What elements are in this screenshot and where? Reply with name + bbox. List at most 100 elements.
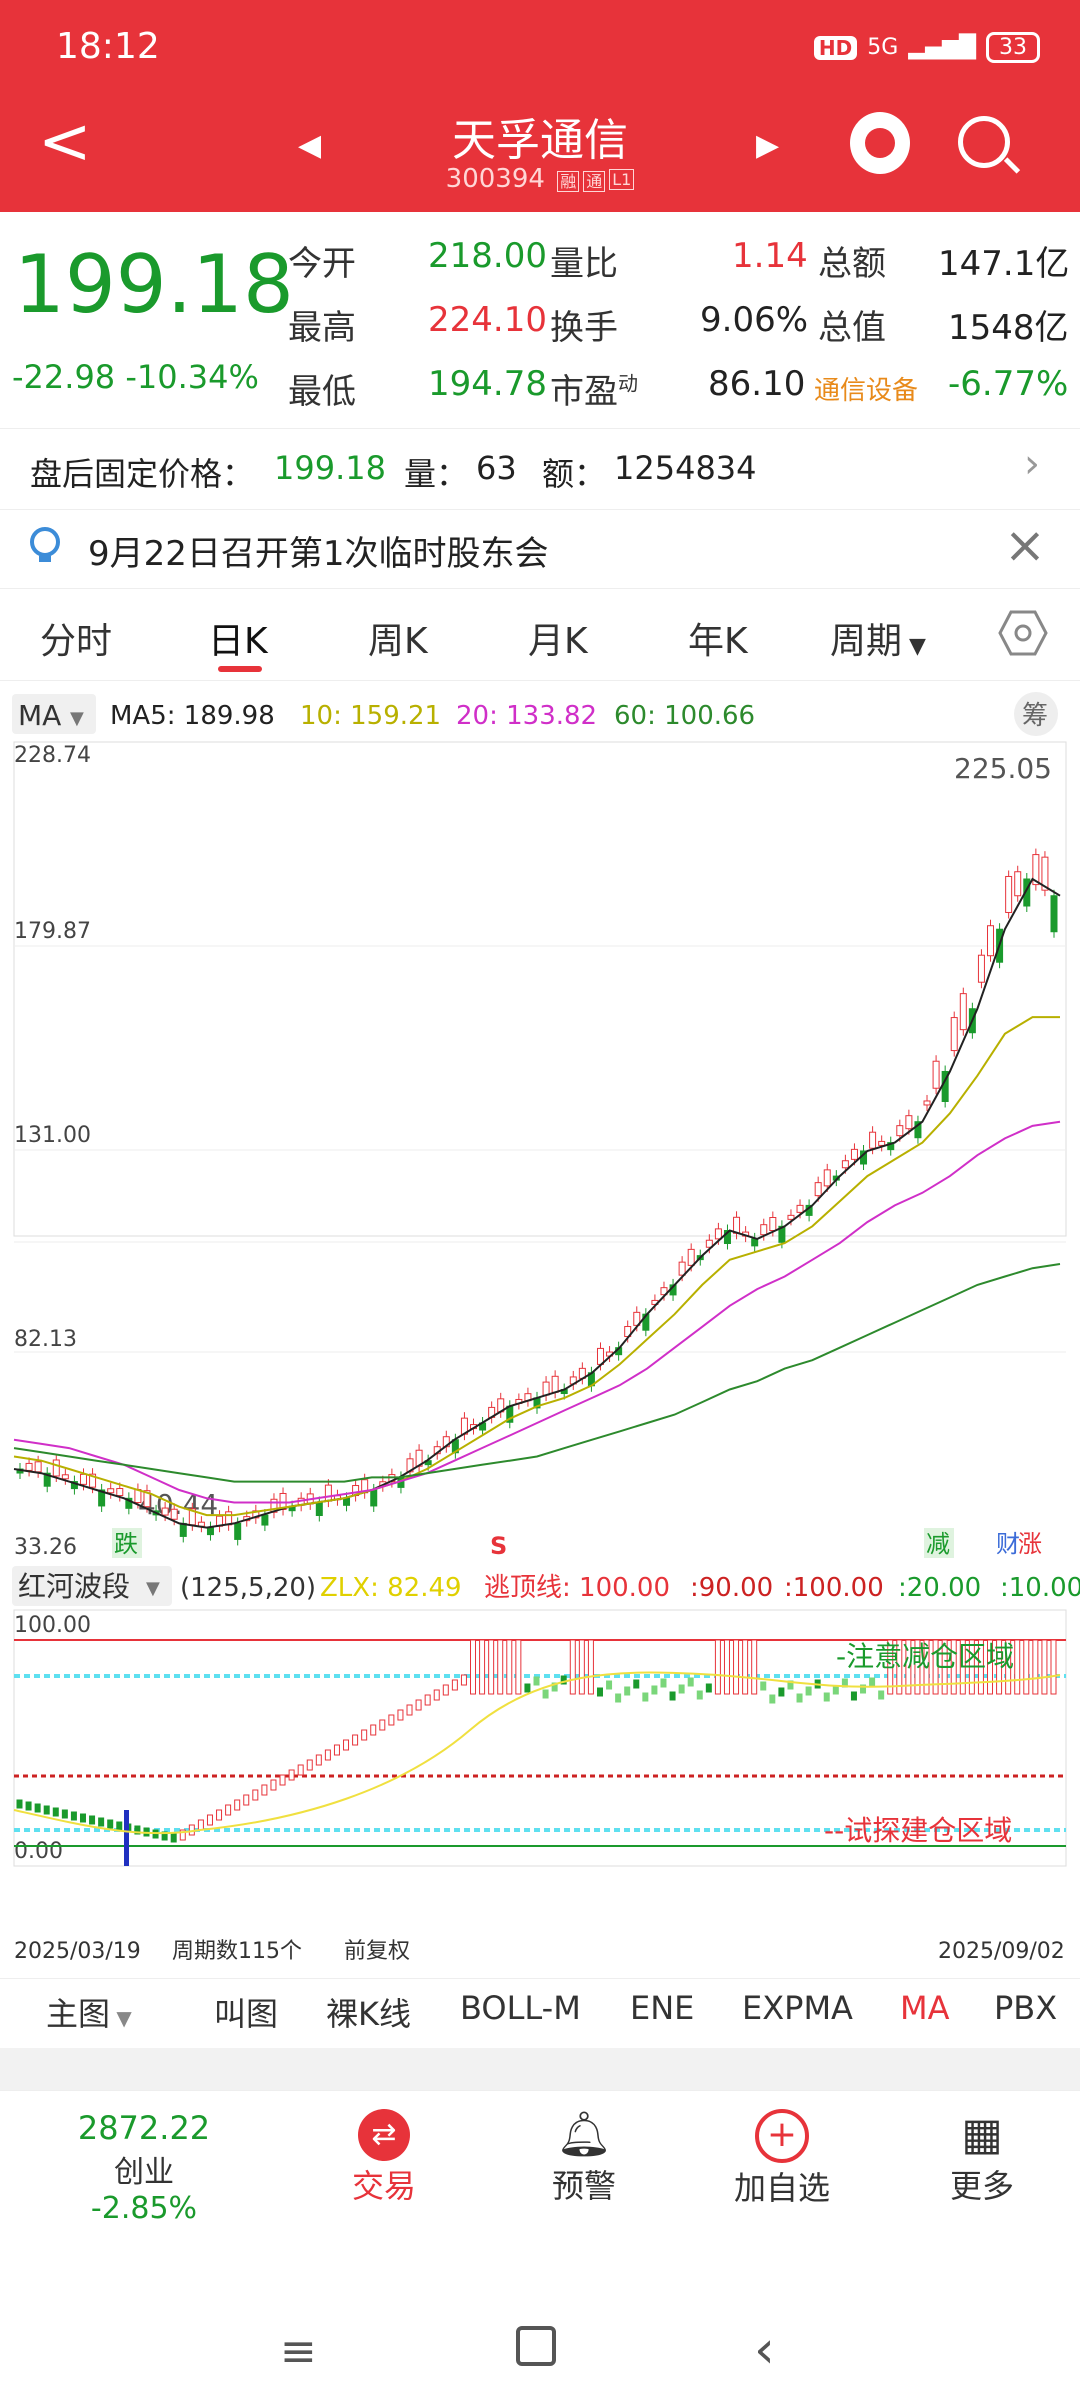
signal-mark: S bbox=[490, 1532, 507, 1560]
notice-row[interactable]: 9月22日召开第1次临时股东会 × bbox=[0, 508, 1080, 589]
back-button[interactable]: < bbox=[38, 105, 92, 179]
candle bbox=[959, 993, 967, 1031]
x-start: 2025/03/19 bbox=[14, 1939, 141, 1964]
indicator-bar bbox=[243, 1794, 250, 1806]
chip-button[interactable]: 筹 bbox=[1022, 701, 1048, 731]
tab-main-chart[interactable]: 主图 ▼ bbox=[46, 1989, 132, 2035]
signal-mark: 跌 bbox=[114, 1530, 138, 1558]
tab-yearly[interactable]: 年K bbox=[688, 621, 748, 662]
open-value: 218.00 bbox=[428, 236, 547, 276]
ma10-label: 10: 159.21 bbox=[300, 701, 441, 731]
indicator-name[interactable]: 红河波段 bbox=[18, 1570, 130, 1603]
indicator-bar bbox=[197, 1819, 204, 1831]
candle bbox=[1050, 895, 1058, 933]
tab-weekly[interactable]: 周K bbox=[368, 621, 428, 662]
indicator-bar bbox=[551, 1682, 558, 1692]
next-stock-button[interactable]: ▶ bbox=[756, 128, 780, 163]
home-icon[interactable] bbox=[516, 2326, 556, 2366]
ma-line-60 bbox=[13, 1263, 1061, 1483]
indicator-bar bbox=[1032, 1639, 1039, 1695]
tab-indicator[interactable]: ENE bbox=[630, 1989, 695, 2027]
search-icon[interactable] bbox=[958, 116, 1010, 168]
industry-link[interactable]: 通信设备 bbox=[814, 376, 919, 406]
candle bbox=[370, 1489, 378, 1507]
candle bbox=[52, 1459, 60, 1477]
indicator-bar bbox=[1041, 1639, 1048, 1695]
indicator-bar bbox=[996, 1639, 1003, 1695]
nav-trade-label: 交易 bbox=[351, 2167, 416, 2205]
indicator-bar bbox=[406, 1704, 413, 1716]
nav-alert-label: 预警 bbox=[551, 2167, 616, 2205]
settings-hexagon-icon[interactable] bbox=[998, 608, 1048, 658]
indicator-bar bbox=[52, 1807, 59, 1817]
nav-add[interactable]: + 加自选 bbox=[702, 2109, 862, 2209]
tab-indicator-active[interactable]: MA bbox=[900, 1989, 950, 2027]
nav-add-label: 加自选 bbox=[733, 2169, 830, 2207]
tab-indicator[interactable]: BOLL-M bbox=[460, 1989, 581, 2027]
after-hours-row[interactable]: 盘后固定价格： 199.18 量： 63 额： 1254834 › bbox=[0, 428, 1080, 510]
tab-indicator[interactable]: EXPMA bbox=[742, 1989, 853, 2027]
candle bbox=[869, 1131, 877, 1149]
indicator-bar bbox=[234, 1799, 241, 1811]
indicator-bar bbox=[705, 1683, 712, 1693]
indicator-bar bbox=[1005, 1639, 1012, 1695]
kline-chart[interactable]: MA ▼ MA5: 189.98 10: 159.21 20: 133.82 6… bbox=[0, 680, 1080, 1978]
dropdown-caret-icon: ▼ bbox=[110, 2006, 132, 2030]
candle bbox=[25, 1462, 33, 1471]
tab-daily[interactable]: 日K bbox=[208, 621, 268, 662]
indicator-bar bbox=[1050, 1639, 1057, 1695]
signal-mark: 减 bbox=[926, 1530, 950, 1558]
indicator-bar bbox=[460, 1674, 467, 1686]
indicator-caret-icon: ▼ bbox=[146, 1578, 160, 1599]
indicator-bar bbox=[279, 1774, 286, 1786]
candle bbox=[932, 1060, 940, 1089]
candle bbox=[751, 1238, 759, 1247]
nav-more[interactable]: ▦ 更多 bbox=[902, 2109, 1062, 2207]
bottom-nav: 2872.22 创业 -2.85% ⇄ 交易 🔔︎ 预警 + 加自选 ▦ 更多 bbox=[0, 2090, 1080, 2241]
tab-indicator[interactable]: 叫图 bbox=[214, 1995, 279, 2033]
after-hours-price: 199.18 bbox=[274, 449, 386, 487]
nav-trade[interactable]: ⇄ 交易 bbox=[304, 2109, 464, 2207]
back-nav-icon[interactable]: ‹ bbox=[754, 2320, 775, 2380]
indicator-bar bbox=[823, 1692, 830, 1702]
tab-intraday[interactable]: 分时 bbox=[40, 621, 113, 662]
pe-label-text: 市盈 bbox=[550, 372, 618, 412]
header-bar: 18:12 HD 5G ▂▄▆█ 33 < ◀ 天孚通信 300394 融通 L1… bbox=[0, 0, 1080, 212]
indicator-bar bbox=[43, 1805, 50, 1815]
chevron-right-icon: › bbox=[1024, 441, 1040, 487]
prev-stock-button[interactable]: ◀ bbox=[298, 128, 322, 163]
lightbulb-icon bbox=[30, 527, 60, 562]
indicator-bar bbox=[488, 1639, 495, 1695]
nav-alert[interactable]: 🔔︎ 预警 bbox=[504, 2109, 664, 2207]
close-icon[interactable]: × bbox=[1004, 516, 1046, 574]
indicator-bar bbox=[134, 1825, 141, 1835]
indicator-bar bbox=[116, 1821, 123, 1831]
tab-main-chart-label: 主图 bbox=[46, 1995, 111, 2033]
tab-period[interactable]: 周期 ▼ bbox=[830, 612, 926, 664]
mascot-icon[interactable] bbox=[850, 112, 910, 174]
dropdown-caret-icon: ▼ bbox=[902, 634, 926, 659]
indicator-bar bbox=[878, 1690, 885, 1700]
market-cap-value: 1548亿 bbox=[948, 308, 1069, 348]
y-tick: 228.74 bbox=[14, 743, 91, 768]
tab-period-label: 周期 bbox=[830, 621, 903, 662]
indicator-bar bbox=[161, 1831, 168, 1841]
index-ticker[interactable]: 2872.22 创业 -2.85% bbox=[64, 2109, 224, 2226]
tab-indicator[interactable]: PBX bbox=[994, 1989, 1058, 2027]
status-icons: HD 5G ▂▄▆█ 33 bbox=[813, 32, 1040, 63]
candle bbox=[977, 954, 985, 983]
ma-selector[interactable]: MA bbox=[18, 699, 61, 732]
candle bbox=[823, 1169, 831, 1187]
indicator-bar bbox=[261, 1784, 268, 1796]
indicator-bar bbox=[1023, 1639, 1030, 1695]
high-value: 224.10 bbox=[428, 300, 547, 340]
candle bbox=[887, 1142, 895, 1151]
grid-icon: ▦ bbox=[961, 2109, 1003, 2160]
tab-indicator[interactable]: 裸K线 bbox=[326, 1995, 411, 2033]
ma-line-20 bbox=[13, 1120, 1061, 1504]
tab-monthly[interactable]: 月K bbox=[528, 621, 588, 662]
indicator-bar bbox=[306, 1759, 313, 1771]
ma-caret-icon: ▼ bbox=[70, 708, 84, 729]
menu-icon[interactable]: ≡ bbox=[280, 2326, 317, 2377]
candle bbox=[769, 1217, 777, 1232]
